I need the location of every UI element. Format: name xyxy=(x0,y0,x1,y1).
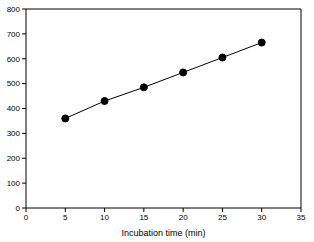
svg-text:100: 100 xyxy=(8,179,21,188)
svg-text:300: 300 xyxy=(8,129,21,138)
svg-text:10: 10 xyxy=(100,213,109,222)
svg-text:Incubation time (min): Incubation time (min) xyxy=(121,228,205,238)
svg-text:30: 30 xyxy=(257,213,266,222)
svg-text:0: 0 xyxy=(16,204,21,213)
svg-text:500: 500 xyxy=(8,79,21,88)
svg-text:600: 600 xyxy=(8,55,21,64)
svg-text:5: 5 xyxy=(63,213,68,222)
svg-text:800: 800 xyxy=(8,5,21,14)
svg-text:700: 700 xyxy=(8,30,21,39)
svg-text:400: 400 xyxy=(8,104,21,113)
svg-text:25: 25 xyxy=(218,213,227,222)
svg-text:0: 0 xyxy=(24,213,29,222)
svg-text:15: 15 xyxy=(139,213,148,222)
svg-text:200: 200 xyxy=(8,154,21,163)
svg-text:20: 20 xyxy=(179,213,188,222)
svg-text:35: 35 xyxy=(297,213,306,222)
